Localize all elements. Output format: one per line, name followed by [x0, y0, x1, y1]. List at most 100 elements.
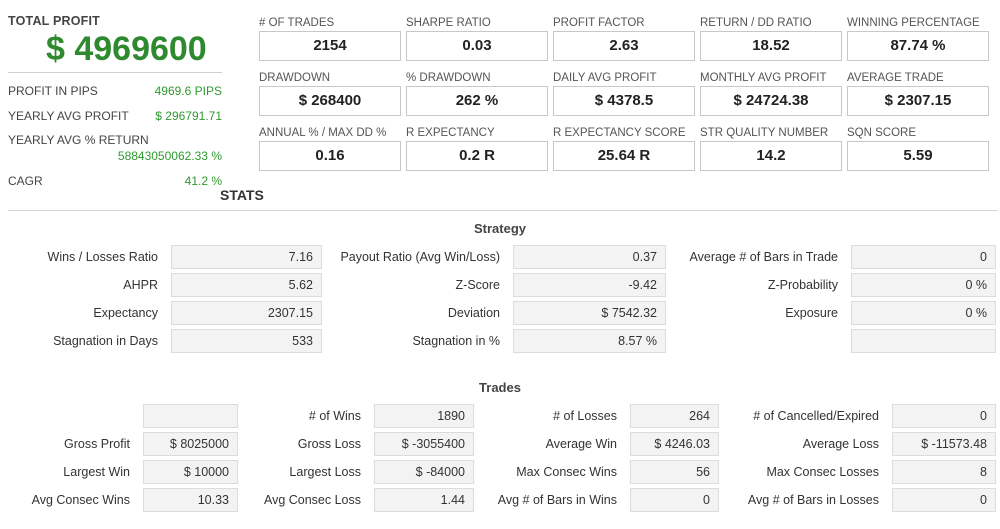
yearly-avg-return-value: 58843050062.33 % [117, 149, 222, 163]
strategy-label: Wins / Losses Ratio [47, 250, 158, 264]
summary-panel: TOTAL PROFIT $ 4969600 [8, 14, 222, 73]
strategy-value: $ 7542.32 [513, 301, 666, 325]
metric-label: PROFIT FACTOR [553, 17, 645, 29]
metric-value: $ 2307.15 [847, 86, 989, 116]
metric-label: STR QUALITY NUMBER [700, 127, 829, 139]
trades-label: # of Wins [308, 409, 361, 423]
trades-label: Max Consec Losses [766, 465, 879, 479]
metric-value: $ 4378.5 [553, 86, 695, 116]
trades-label: Gross Loss [297, 437, 361, 451]
metric-label: DRAWDOWN [259, 72, 331, 84]
trades-label: Avg # of Bars in Losses [747, 493, 879, 507]
metric-label: WINNING PERCENTAGE [847, 17, 980, 29]
strategy-value: 7.16 [171, 245, 322, 269]
metric-value: 18.52 [700, 31, 842, 61]
strategy-value [851, 329, 996, 353]
strategy-label: Exposure [785, 306, 838, 320]
trades-value: 10.33 [143, 488, 238, 512]
trades-label: Avg # of Bars in Wins [497, 493, 617, 507]
total-profit-label: TOTAL PROFIT [8, 14, 100, 28]
metric-value: 2154 [259, 31, 401, 61]
metric-label: DAILY AVG PROFIT [553, 72, 657, 84]
strategy-label: Expectancy [93, 306, 158, 320]
metric-label: % DRAWDOWN [406, 72, 491, 84]
metric-r-expectancy-score: R EXPECTANCY SCORE 25.64 R [553, 126, 695, 171]
strategy-label: Stagnation in % [412, 334, 500, 348]
strategy-value: 533 [171, 329, 322, 353]
strategy-label [0, 329, 838, 353]
total-profit-value: $ 4969600 [46, 30, 207, 68]
trades-title: Trades [479, 380, 521, 395]
metric-label: AVERAGE TRADE [847, 72, 944, 84]
trades-label: Largest Win [63, 465, 130, 479]
metric-label: # OF TRADES [259, 17, 335, 29]
strategy-value: 0 % [851, 301, 996, 325]
trades-value: $ -3055400 [374, 432, 474, 456]
metric-label: RETURN / DD RATIO [700, 17, 812, 29]
strategy-label: AHPR [123, 278, 158, 292]
trades-value: $ 10000 [143, 460, 238, 484]
trades-value: 0 [892, 488, 996, 512]
strategy-label: Deviation [447, 306, 500, 320]
trades-value: 264 [630, 404, 719, 428]
metric-label: ANNUAL % / MAX DD % [259, 127, 387, 139]
metric-sharpe-ratio: SHARPE RATIO 0.03 [406, 16, 548, 61]
metric-drawdown: DRAWDOWN $ 268400 [259, 71, 401, 116]
metric-r-expectancy: R EXPECTANCY 0.2 R [406, 126, 548, 171]
metric-annual-max-dd: ANNUAL % / MAX DD % 0.16 [259, 126, 401, 171]
profit-in-pips-row: PROFIT IN PIPS 4969.6 PIPS [8, 84, 222, 98]
trades-value: 0 [892, 404, 996, 428]
stats-divider [8, 210, 998, 211]
metric-label: R EXPECTANCY [406, 127, 495, 139]
trades-label: Avg Consec Loss [263, 493, 361, 507]
strategy-value: 2307.15 [171, 301, 322, 325]
metric-return-dd-ratio: RETURN / DD RATIO 18.52 [700, 16, 842, 61]
strategy-value: 0 [851, 245, 996, 269]
strategy-value: 0 % [851, 273, 996, 297]
trades-value: 1.44 [374, 488, 474, 512]
trades-value: $ 8025000 [143, 432, 238, 456]
strategy-value: 0.37 [513, 245, 666, 269]
metric-average-trade: AVERAGE TRADE $ 2307.15 [847, 71, 989, 116]
profit-in-pips-value: 4969.6 PIPS [154, 84, 222, 98]
trades-value: 0 [630, 488, 719, 512]
yearly-avg-return-row: YEARLY AVG % RETURN 58843050062.33 % [8, 133, 222, 165]
metric-profit-factor: PROFIT FACTOR 2.63 [553, 16, 695, 61]
strategy-value: 8.57 % [513, 329, 666, 353]
trades-label [0, 404, 130, 428]
trades-value: $ -84000 [374, 460, 474, 484]
metric-drawdown: % DRAWDOWN 262 % [406, 71, 548, 116]
trades-label: # of Cancelled/Expired [753, 409, 879, 423]
cagr-label: CAGR [8, 174, 43, 188]
cagr-row: CAGR 41.2 % [8, 174, 222, 188]
strategy-value: -9.42 [513, 273, 666, 297]
metric-value: 262 % [406, 86, 548, 116]
metric-value: 2.63 [553, 31, 695, 61]
yearly-avg-return-label: YEARLY AVG % RETURN [8, 133, 149, 147]
strategy-label: Z-Score [455, 278, 500, 292]
trades-label: # of Losses [553, 409, 617, 423]
strategy-label: Stagnation in Days [53, 334, 158, 348]
strategy-label: Payout Ratio (Avg Win/Loss) [340, 250, 500, 264]
strategy-label: Z-Probability [767, 278, 838, 292]
trades-label: Average Win [545, 437, 617, 451]
metric-label: SQN SCORE [847, 127, 917, 139]
stats-title: STATS [220, 187, 264, 203]
trades-value: $ 4246.03 [630, 432, 719, 456]
metric-value: 0.16 [259, 141, 401, 171]
trades-value [143, 404, 238, 428]
cagr-value: 41.2 % [184, 174, 222, 188]
trades-value: 56 [630, 460, 719, 484]
trades-label: Avg Consec Wins [31, 493, 130, 507]
trades-label: Max Consec Wins [516, 465, 617, 479]
trades-label: Largest Loss [289, 465, 361, 479]
metric-daily-avg-profit: DAILY AVG PROFIT $ 4378.5 [553, 71, 695, 116]
profit-in-pips-label: PROFIT IN PIPS [8, 84, 98, 98]
trades-value: 1890 [374, 404, 474, 428]
strategy-title: Strategy [473, 221, 527, 236]
strategy-label: Average # of Bars in Trade [689, 250, 838, 264]
metric-winning-percentage: WINNING PERCENTAGE 87.74 % [847, 16, 989, 61]
trades-label: Average Loss [802, 437, 879, 451]
metric-value: $ 268400 [259, 86, 401, 116]
metric-sqn-score: SQN SCORE 5.59 [847, 126, 989, 171]
